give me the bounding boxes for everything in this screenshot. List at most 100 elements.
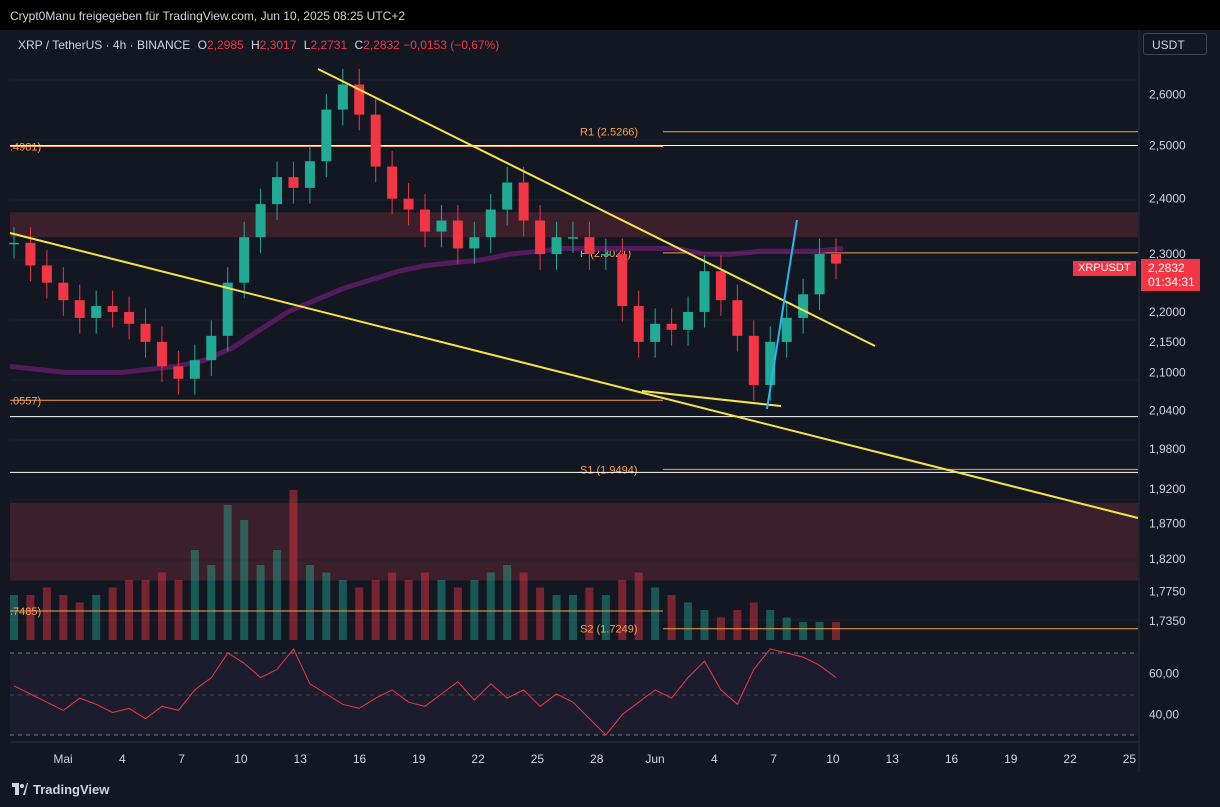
time-tick-label: 28: [590, 752, 604, 766]
candle-body: [156, 341, 167, 367]
volume-bar: [766, 610, 775, 640]
footer-bar: [0, 772, 1220, 807]
tradingview-brand[interactable]: TradingView: [12, 782, 109, 797]
publisher-bar: Crypt0Manu freigegeben für TradingView.c…: [0, 0, 1220, 30]
volume-bar: [108, 587, 117, 640]
candle-body: [189, 360, 200, 379]
candle-body: [107, 306, 118, 312]
volume-bar: [618, 580, 627, 640]
time-tick-label: 7: [178, 752, 185, 766]
candle-body: [354, 84, 365, 115]
candle-body: [206, 335, 217, 361]
time-tick-label: 22: [1063, 752, 1077, 766]
candle-body: [699, 271, 710, 312]
candle-body: [41, 265, 52, 283]
volume-bar: [486, 572, 495, 640]
candle-body: [222, 282, 233, 336]
candle-body: [9, 242, 19, 245]
candle-body: [748, 335, 759, 385]
volume-bar: [552, 595, 561, 640]
candle-body: [765, 341, 776, 385]
high-label: H: [251, 38, 260, 52]
time-tick-label: 22: [471, 752, 485, 766]
pivot-level-label: S1 (1.9494): [580, 464, 637, 476]
symbol-legend[interactable]: XRP / TetherUS · 4h · BINANCE O2,2985 H2…: [18, 38, 499, 52]
price-tick-label: 1,9800: [1149, 442, 1186, 456]
time-axis[interactable]: Mai 4 7 10 13 16 19 22 25 28 Jun 4 7 10 13 16 19 22 25: [53, 752, 1136, 766]
rsi-tick-label: 40,00: [1149, 708, 1179, 722]
volume-bar: [42, 587, 51, 640]
lower-trendline: [9, 232, 1139, 519]
volume-bar: [338, 580, 347, 640]
candle-body: [485, 209, 496, 238]
volume-bar: [256, 565, 265, 640]
candle-body: [732, 300, 743, 336]
pivot-level-label: .7485): [10, 606, 41, 618]
volume-bar: [799, 622, 808, 640]
moving-average-path: [9, 245, 844, 375]
candle-body: [124, 311, 135, 324]
volume-bar: [749, 602, 758, 640]
volume-bar: [10, 595, 18, 640]
candle-body: [288, 177, 299, 188]
bar-countdown: 01:34:31: [1148, 275, 1195, 289]
chart-grid: [10, 30, 1140, 772]
impulse-line: [766, 219, 798, 410]
price-tick-label: 2,1500: [1149, 335, 1186, 349]
supply-demand-zones: [10, 212, 1138, 581]
time-tick-label: Jun: [645, 752, 664, 766]
pivot-level-label: R1 (2.5266): [580, 127, 638, 139]
candle-body: [239, 237, 250, 283]
rsi-tick-label: 60,00: [1149, 667, 1179, 681]
candle-body: [469, 237, 480, 249]
volume-bar: [536, 587, 545, 640]
candle-body: [600, 254, 611, 256]
time-tick-label: 16: [945, 752, 959, 766]
volume-bar: [453, 587, 462, 640]
volume-bar: [240, 520, 249, 640]
tradingview-logo-icon: [12, 783, 28, 795]
candle-body: [25, 242, 36, 266]
volume-bar: [733, 610, 742, 640]
time-tick-label: Mai: [53, 752, 72, 766]
time-tick-label: 13: [294, 752, 308, 766]
candle-body: [584, 237, 595, 255]
rsi-pane: [10, 647, 1138, 736]
candle-body: [403, 198, 414, 210]
volume-bar: [815, 622, 824, 640]
trendlines: [9, 68, 1139, 519]
publisher-text: Crypt0Manu freigegeben für TradingView.c…: [10, 9, 406, 23]
price-tick-label: 2,1000: [1149, 366, 1186, 380]
pivot-level-label: .4981): [10, 142, 41, 154]
price-series: [9, 68, 841, 401]
volume-bar: [421, 572, 429, 640]
open-value: 2,2985: [206, 38, 244, 52]
candle-body: [255, 204, 266, 238]
price-axis[interactable]: 2,6000 2,5000 2,4000 2,3000 2,2000 2,1500 2,10…: [1149, 87, 1186, 721]
close-value: 2,2832: [363, 38, 400, 52]
time-tick-label: 4: [711, 752, 718, 766]
volume-bar: [92, 595, 101, 640]
price-zone: [10, 212, 1138, 238]
volume-bar: [568, 595, 577, 640]
high-value: 2,3017: [259, 38, 297, 52]
candle-body: [518, 182, 529, 221]
volume-bar: [832, 622, 840, 640]
candle-body: [304, 161, 315, 188]
candle-body: [74, 300, 85, 318]
volume-bar: [667, 595, 676, 640]
volume-bar: [141, 580, 150, 640]
candle-body: [814, 254, 825, 295]
price-tick-label: 1,9200: [1149, 482, 1186, 496]
candle-body: [683, 311, 694, 330]
volume-bar: [601, 595, 610, 640]
volume-bar: [75, 602, 84, 640]
rsi-background: [10, 653, 1138, 735]
volume-bar: [684, 602, 693, 640]
volume-bar: [634, 572, 643, 640]
volume-bar: [470, 580, 479, 640]
time-tick-label: 25: [531, 752, 545, 766]
candle-body: [781, 317, 792, 342]
currency-button[interactable]: USDT: [1143, 33, 1207, 55]
